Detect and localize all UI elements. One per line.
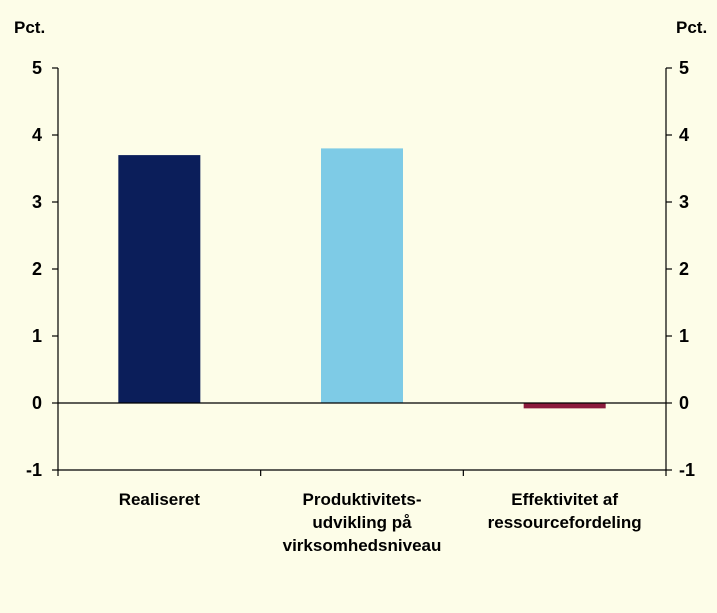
y-tick-label-left: 2 [32,259,42,279]
y-tick-label-right: 5 [679,58,689,78]
y-unit-left-label: Pct. [14,18,45,37]
y-tick-label-left: 0 [32,393,42,413]
bar [523,403,606,409]
y-tick-label-left: 3 [32,192,42,212]
y-tick-label-right: 3 [679,192,689,212]
x-category-label: Effektivitet af ressourcefordeling [488,490,642,532]
y-tick-label-right: 2 [679,259,689,279]
x-category-label-line: udvikling på [312,513,412,532]
bar [118,155,201,403]
x-category-label-line: virksomhedsniveau [283,536,442,555]
y-tick-label-right: 1 [679,326,689,346]
y-tick-label-right: -1 [679,460,695,480]
x-category-label-line: Realiseret [119,490,201,509]
bar [321,148,403,403]
plot-area: 5 5 4 4 3 3 2 2 1 1 0 0 -1 -1 Realiseret Produktivitets… [26,58,695,555]
y-tick-label-right: 0 [679,393,689,413]
y-tick-label-left: 4 [32,125,42,145]
y-tick-label-left: -1 [26,460,42,480]
y-tick-label-left: 1 [32,326,42,346]
y-tick-label-right: 4 [679,125,689,145]
x-category-label-line: Produktivitets- [302,490,421,509]
x-category-label-line: ressourcefordeling [488,513,642,532]
x-category-label-line: Effektivitet af [511,490,618,509]
x-category-label: Realiseret [119,490,201,509]
y-tick-label-left: 5 [32,58,42,78]
x-category-label: Produktivitets-udvikling på virksomhedsni… [283,490,442,555]
y-unit-right-label: Pct. [676,18,707,37]
